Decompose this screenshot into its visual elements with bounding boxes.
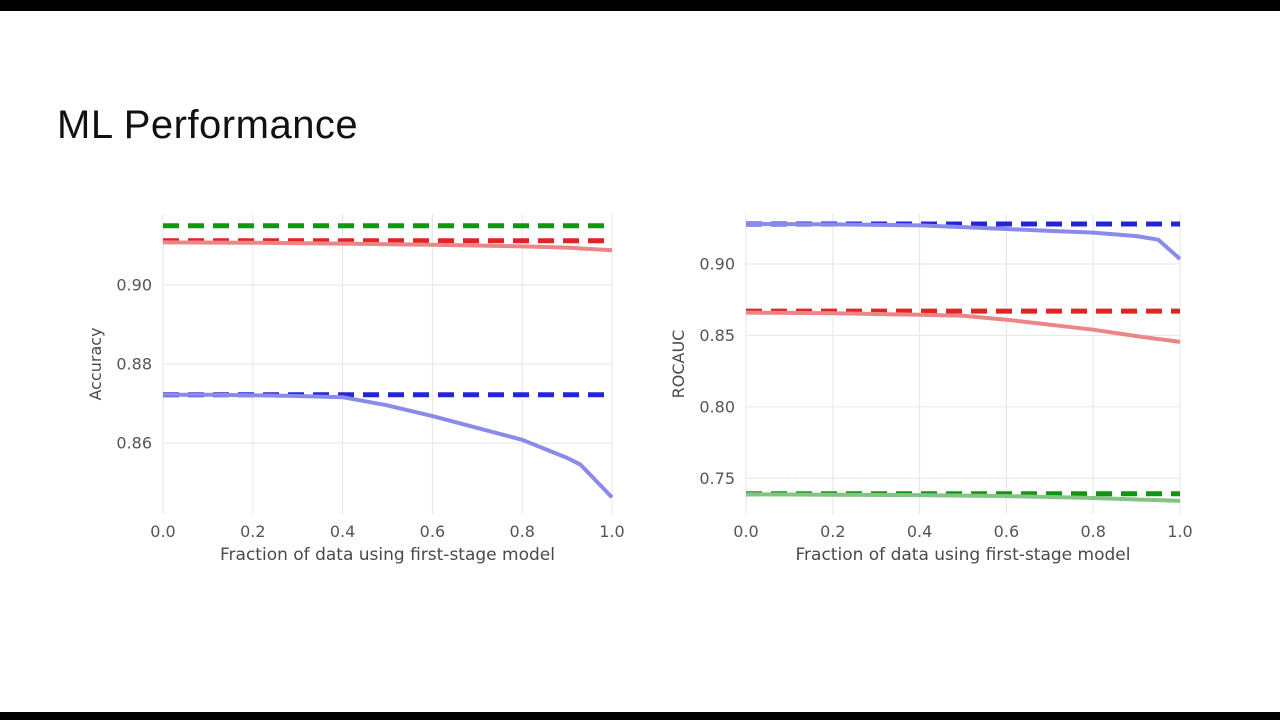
x-tick-label: 0.0	[150, 522, 175, 541]
x-tick-label: 0.2	[820, 522, 845, 541]
y-tick-label: 0.80	[699, 397, 735, 416]
y-tick-label: 0.75	[699, 469, 735, 488]
y-tick-label: 0.86	[116, 433, 152, 452]
x-axis-label: Fraction of data using first-stage model	[796, 545, 1131, 565]
x-tick-label: 0.2	[240, 522, 265, 541]
x-axis-label: Fraction of data using first-stage model	[220, 545, 555, 565]
bottom-letterbox-bar	[0, 712, 1280, 720]
accuracy-chart: 0.0 0.2 0.4 0.6 0.8 1.0 0.86 0.88 0.90 Fraction o…	[86, 214, 625, 565]
y-axis-label: ROCAUC	[669, 330, 688, 399]
top-letterbox-bar	[0, 0, 1280, 11]
series-red-two-stage-accuracy	[162, 240, 613, 253]
y-axis-label: Accuracy	[86, 327, 105, 400]
x-tick-label: 0.6	[994, 522, 1019, 541]
rocauc-chart: 0.0 0.2 0.4 0.6 0.8 1.0 0.75 0.80 0.85 0.90 Fracti…	[669, 214, 1193, 565]
y-tick-label: 0.85	[699, 326, 735, 345]
x-tick-label: 0.4	[907, 522, 932, 541]
series-blue-two-stage-rocauc	[745, 222, 1182, 261]
series-red-two-stage-rocauc	[745, 310, 1181, 344]
x-tick-label: 0.0	[733, 522, 758, 541]
x-tick-label: 1.0	[599, 522, 624, 541]
slide-title: ML Performance	[57, 102, 359, 147]
x-tick-label: 0.8	[509, 522, 534, 541]
y-tick-label: 0.90	[699, 255, 735, 274]
y-tick-label: 0.90	[116, 276, 152, 295]
x-tick-label: 0.8	[1080, 522, 1105, 541]
x-tick-label: 0.4	[330, 522, 355, 541]
x-tick-label: 1.0	[1167, 522, 1192, 541]
y-tick-label: 0.88	[116, 355, 152, 374]
series-green-two-stage-rocauc	[745, 492, 1181, 503]
series-blue-two-stage-accuracy	[163, 392, 614, 499]
x-tick-label: 0.6	[420, 522, 445, 541]
